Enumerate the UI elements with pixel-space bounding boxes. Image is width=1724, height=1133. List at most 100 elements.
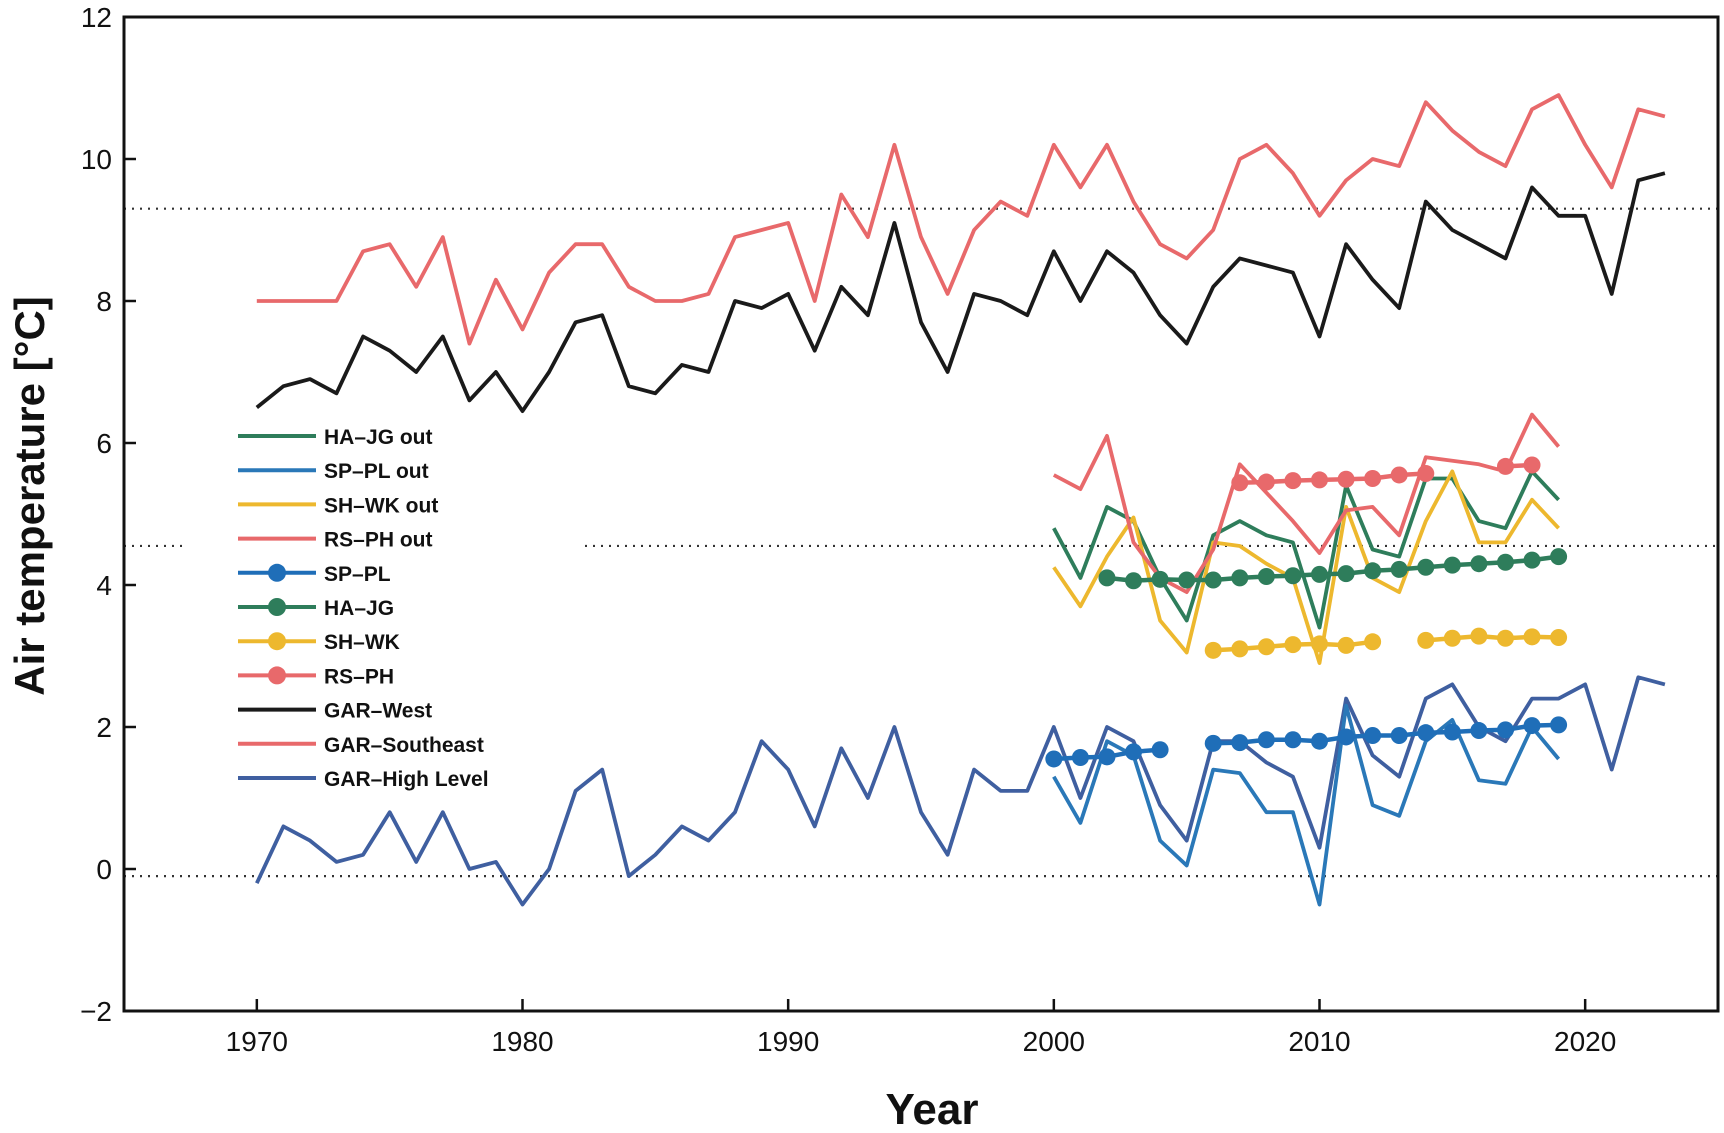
data-point bbox=[1151, 741, 1169, 759]
data-point bbox=[1337, 636, 1355, 654]
data-point bbox=[1311, 635, 1328, 653]
data-point bbox=[1417, 558, 1435, 576]
data-point bbox=[1151, 570, 1169, 588]
series-rs-ph-out bbox=[1052, 412, 1561, 594]
y-tick-label: 2 bbox=[96, 712, 112, 743]
legend-item: RS–PH out bbox=[238, 529, 433, 552]
y-tick-label: 6 bbox=[96, 428, 112, 459]
reference-lines bbox=[124, 207, 1718, 878]
data-point bbox=[1496, 721, 1514, 739]
data-point bbox=[1470, 627, 1488, 645]
series-sp-pl-out bbox=[1052, 703, 1561, 907]
y-tick-label: 8 bbox=[96, 286, 112, 317]
data-point bbox=[1231, 474, 1249, 492]
data-point bbox=[1523, 628, 1541, 646]
plot-frame bbox=[122, 15, 1720, 1013]
data-point bbox=[1231, 569, 1249, 587]
legend-marker bbox=[268, 598, 286, 616]
legend-label: GAR–West bbox=[324, 700, 432, 723]
data-point bbox=[1364, 562, 1382, 580]
data-point bbox=[1311, 732, 1328, 750]
data-point bbox=[1417, 724, 1435, 742]
data-point bbox=[1257, 473, 1275, 491]
data-point bbox=[1390, 466, 1408, 484]
series-ha-jg-out bbox=[1052, 469, 1560, 630]
series-rs-ph bbox=[1231, 456, 1541, 492]
data-point bbox=[1337, 728, 1355, 746]
y-tick-label: 12 bbox=[81, 2, 112, 33]
data-point bbox=[1523, 717, 1541, 735]
series-sh-wk bbox=[1204, 627, 1568, 659]
series-line bbox=[1052, 469, 1560, 630]
legend-marker bbox=[268, 632, 286, 651]
data-point bbox=[1550, 716, 1568, 734]
series-sh-wk-out bbox=[1052, 469, 1560, 665]
series-gar-southeast bbox=[256, 93, 1666, 346]
data-point bbox=[1337, 565, 1355, 583]
data-point bbox=[1257, 638, 1275, 656]
x-tick-label: 2000 bbox=[1023, 1026, 1085, 1057]
data-point bbox=[1098, 569, 1116, 587]
data-point bbox=[1204, 734, 1222, 752]
data-point bbox=[1257, 731, 1275, 749]
x-tick-label: 1980 bbox=[491, 1026, 553, 1057]
legend-label: RS–PH out bbox=[324, 529, 433, 552]
data-point bbox=[1470, 555, 1488, 573]
data-point bbox=[1284, 567, 1302, 585]
data-point bbox=[1523, 456, 1541, 474]
series-ha-jg bbox=[1098, 548, 1568, 590]
data-point bbox=[1045, 750, 1063, 768]
legend-label: HA–JG out bbox=[324, 426, 433, 449]
data-point bbox=[1390, 560, 1408, 578]
data-point bbox=[1284, 731, 1302, 749]
data-point bbox=[1443, 556, 1461, 574]
data-point bbox=[1496, 457, 1514, 475]
x-axis: 1970 1980 1990 2000 2010 2020 bbox=[226, 999, 1616, 1057]
data-point bbox=[1364, 633, 1382, 651]
series-gar-high-level bbox=[255, 675, 1666, 907]
data-point bbox=[1550, 548, 1568, 566]
series-line bbox=[255, 171, 1666, 414]
legend-item: HA–JG bbox=[238, 597, 394, 620]
x-tick-label: 1990 bbox=[757, 1026, 819, 1057]
data-point bbox=[1284, 472, 1302, 490]
data-point bbox=[1470, 722, 1488, 740]
series-line bbox=[1052, 412, 1561, 594]
legend: HA–JG out SP–PL out SH–WK out RS–PH out SP–P… bbox=[238, 426, 489, 791]
x-tick-label: 2010 bbox=[1288, 1026, 1350, 1057]
y-axis-title: Air temperature [°C] bbox=[6, 296, 53, 696]
legend-item: SP–PL out bbox=[238, 460, 429, 483]
series-layer bbox=[255, 93, 1666, 907]
legend-item: GAR–West bbox=[238, 700, 432, 723]
series-gar-west bbox=[255, 171, 1666, 414]
data-point bbox=[1284, 636, 1302, 654]
legend-item: GAR–Southeast bbox=[238, 734, 484, 757]
legend-label: GAR–Southeast bbox=[324, 734, 484, 757]
data-point bbox=[1390, 727, 1408, 745]
legend-item: SH–WK out bbox=[238, 494, 438, 517]
data-point bbox=[1417, 631, 1435, 649]
x-tick-label: 2020 bbox=[1554, 1026, 1616, 1057]
data-point bbox=[1443, 723, 1461, 741]
legend-label: HA–JG bbox=[324, 597, 394, 620]
data-point bbox=[1496, 553, 1514, 571]
legend-item: SP–PL bbox=[238, 563, 391, 586]
y-tick-label: 0 bbox=[96, 854, 112, 885]
data-point bbox=[1178, 571, 1196, 589]
series-sp-pl bbox=[1045, 716, 1568, 768]
data-point bbox=[1231, 734, 1249, 752]
data-point bbox=[1204, 571, 1222, 589]
y-tick-label: 4 bbox=[96, 570, 112, 601]
legend-label: RS–PH bbox=[324, 665, 394, 688]
data-point bbox=[1125, 743, 1143, 761]
data-point bbox=[1071, 749, 1089, 767]
data-point bbox=[1098, 748, 1116, 766]
data-point bbox=[1204, 641, 1222, 659]
legend-label: SH–WK bbox=[324, 631, 400, 654]
y-axis: −2 0 2 4 6 8 10 12 bbox=[80, 2, 136, 1027]
data-point bbox=[1257, 567, 1275, 585]
data-point bbox=[1125, 572, 1143, 590]
legend-label: SP–PL out bbox=[324, 460, 429, 483]
x-axis-title: Year bbox=[886, 1085, 979, 1133]
